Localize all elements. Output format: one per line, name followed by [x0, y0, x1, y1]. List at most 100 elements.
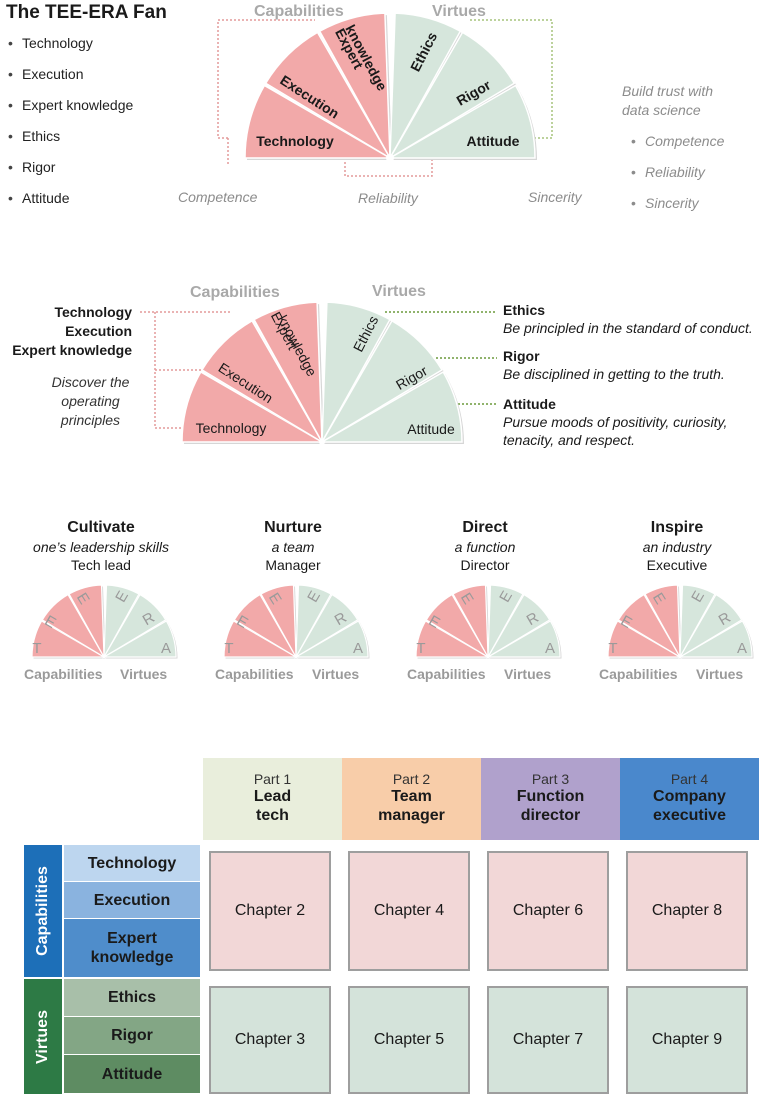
mini-blade	[644, 584, 681, 658]
mini-letter: T	[32, 640, 41, 657]
blade-execution	[264, 31, 393, 161]
mini-blade	[101, 620, 177, 658]
part-title-line-2: director	[520, 807, 581, 824]
chapter-6-cell: Chapter 6	[487, 851, 609, 971]
fan2-left-execution: Execution	[65, 323, 132, 339]
chapter-2-cell: Chapter 2	[209, 851, 331, 971]
mini-virtues-label: Virtues	[696, 666, 744, 682]
mini-letter: A	[353, 640, 363, 657]
trust-item-reliability: Reliability	[645, 164, 705, 180]
mini-virtues-label: Virtues	[312, 666, 360, 682]
level-sub: an industry	[642, 539, 712, 555]
blade-expert	[253, 301, 323, 443]
mini-blade	[103, 584, 140, 658]
mini-fan-direct: TEE ERA	[415, 584, 562, 659]
mini-blade	[68, 584, 105, 658]
chapter-5-cell: Chapter 5	[348, 986, 470, 1094]
part-title-line-2: manager	[378, 807, 445, 824]
trust-bullet-dot: •	[631, 195, 636, 211]
level-role: Tech lead	[71, 557, 131, 573]
mini-blade	[294, 593, 359, 659]
chapter-7-cell: Chapter 7	[487, 986, 609, 1094]
fan2-left-expert-knowledge: Expert knowledge	[12, 342, 132, 358]
fan2-capabilities-header: Capabilities	[190, 284, 280, 301]
fan2-connector-left	[154, 312, 185, 429]
trust-item-sincerity: Sincerity	[645, 195, 699, 211]
row-expert-knowledge: Expert knowledge	[64, 919, 200, 977]
mini-blade	[295, 584, 332, 658]
mini-letter: A	[545, 640, 555, 657]
blade-rigor	[319, 319, 444, 445]
part-3-header: Part 3 Function director	[481, 758, 620, 840]
chapter-9-cell: Chapter 9	[626, 986, 748, 1094]
fan2-right-attitude-desc-1: Pursue moods of positivity, curiosity,	[503, 414, 728, 430]
mini-blade	[452, 584, 489, 658]
part-title-line-1: Lead	[253, 788, 292, 805]
level-head: Cultivate	[67, 519, 135, 536]
chapter-3-cell: Chapter 3	[209, 986, 331, 1094]
fan2-right-rigor-desc: Be disciplined in getting to the truth.	[503, 366, 725, 382]
level-sub: a function	[454, 539, 516, 555]
fan2-discover-line-1: Discover the	[51, 374, 130, 390]
bullet-technology: Technology	[8, 35, 93, 51]
mini-capabilities-label: Capabilities	[599, 666, 678, 682]
part-title-line-1: Function	[516, 788, 585, 805]
level-head: Inspire	[650, 519, 704, 536]
fan2-right-ethics-desc: Be principled in the standard of conduct…	[503, 320, 753, 336]
side-capabilities-label: Capabilities	[34, 866, 51, 956]
mini-letter: A	[737, 640, 747, 657]
part-1-header: Part 1 Lead tech	[203, 758, 342, 840]
mini-blade	[677, 620, 753, 658]
bullet-execution: Execution	[8, 66, 84, 82]
fan2-label-attitude: Attitude	[407, 421, 455, 437]
fan1-sincerity-label: Sincerity	[528, 189, 582, 205]
row-attitude: Attitude	[64, 1055, 200, 1093]
fan1-label-technology: Technology	[256, 133, 334, 149]
row-ethics: Ethics	[64, 979, 200, 1016]
trust-item-competence: Competence	[645, 133, 725, 149]
mini-blade	[293, 620, 369, 658]
fan1-connector-virtues	[470, 19, 553, 139]
mini-fan-cultivate: TEE ERA	[31, 584, 178, 659]
bullet-expert-knowledge: Expert knowledge	[8, 97, 133, 113]
chapter-8-cell: Chapter 8	[626, 851, 748, 971]
mini-fan-nurture: TEE ERA	[223, 584, 370, 659]
trust-bullet-dot: •	[631, 133, 636, 149]
fan2-right-ethics-title: Ethics	[503, 302, 546, 318]
level-cultivate: Cultivate one’s leadership skills Tech l…	[6, 519, 196, 573]
part-number: Part 3	[531, 771, 570, 787]
blade-expert	[318, 12, 391, 159]
part-number: Part 2	[392, 771, 431, 787]
side-virtues: Virtues	[24, 979, 62, 1094]
level-nurture: Nurture a team Manager	[198, 519, 388, 573]
row-rigor: Rigor	[64, 1017, 200, 1054]
part-title-line-1: Company	[653, 788, 726, 805]
part-title-line-2: tech	[256, 807, 289, 824]
part-2-header: Part 2 Team manager	[342, 758, 481, 840]
bullet-rigor: Rigor	[8, 159, 56, 175]
part-title-line-2: executive	[653, 807, 726, 824]
level-role: Manager	[265, 557, 321, 573]
bullet-attitude: Attitude	[8, 190, 70, 206]
row-technology: Technology	[64, 845, 200, 881]
level-sub: a team	[271, 539, 315, 555]
blade-attitude	[319, 370, 463, 443]
fan1-competence-label: Competence	[178, 189, 258, 205]
mini-capabilities-label: Capabilities	[215, 666, 294, 682]
fan2-discover-line-2: operating	[61, 393, 120, 409]
mini-fan-inspire: TEE ERA	[607, 584, 754, 659]
fan1-reliability-label: Reliability	[358, 190, 418, 206]
mini-blade	[607, 620, 683, 658]
trust-bullet-dot: •	[631, 164, 636, 180]
mini-letter: T	[608, 640, 617, 657]
part-number: Part 4	[670, 771, 709, 787]
fan1-virtues-header: Virtues	[432, 3, 486, 20]
mini-blade	[102, 593, 167, 659]
blade-ethics	[321, 301, 391, 443]
blade-attitude	[387, 84, 536, 159]
mini-letter: A	[161, 640, 171, 657]
